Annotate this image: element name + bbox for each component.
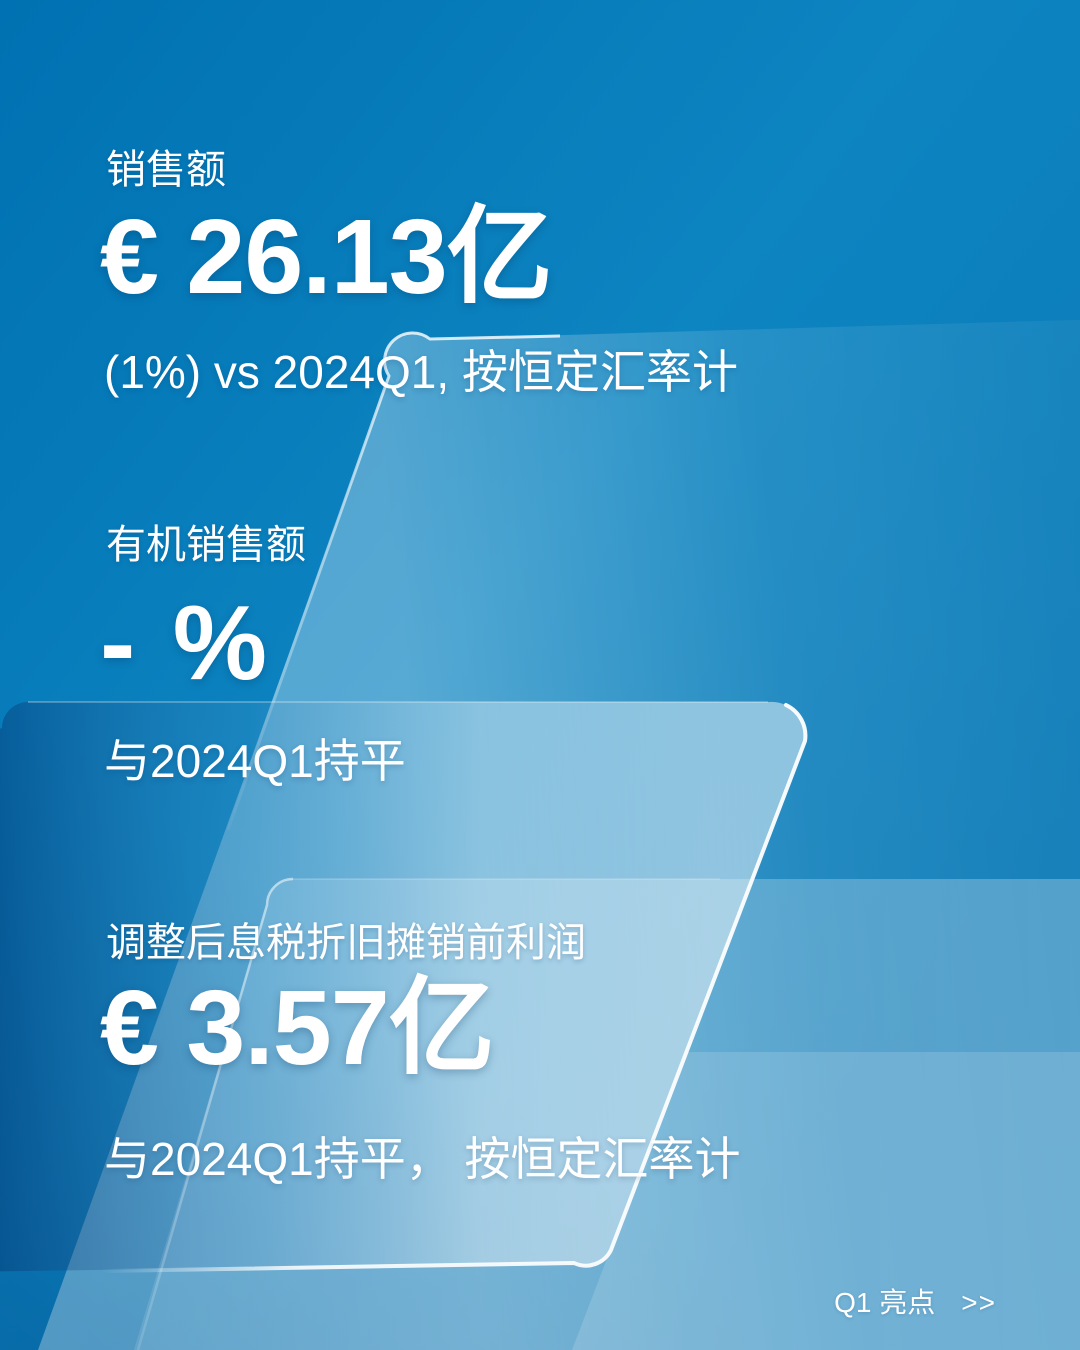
metric-sales-label: 销售额 bbox=[106, 148, 226, 192]
glass-panel-top-edge-highlight bbox=[226, 331, 561, 831]
metric-sales-value: € 26.13亿 bbox=[100, 198, 553, 316]
glass-panel-bottom-edge-highlight bbox=[136, 877, 294, 1350]
metric-adjusted-ebitda-label: 调整后息税折旧摊销前利润 bbox=[106, 921, 586, 965]
metric-organic-sales-note: 与2024Q1持平 bbox=[104, 735, 406, 787]
glass-panel-middle-bright-edge bbox=[103, 703, 808, 1273]
metric-adjusted-ebitda-note: 与2024Q1持平， 按恒定汇率计 bbox=[104, 1133, 741, 1185]
metric-organic-sales-label: 有机销售额 bbox=[106, 523, 306, 567]
metric-organic-sales-value: - % bbox=[100, 584, 267, 702]
q1-highlights-link[interactable]: Q1 亮点 >> bbox=[834, 1286, 996, 1320]
q1-highlights-link-label: Q1 亮点 bbox=[834, 1287, 936, 1318]
double-chevron-right-icon: >> bbox=[961, 1287, 996, 1318]
metric-sales-note: (1%) vs 2024Q1, 按恒定汇率计 bbox=[104, 346, 738, 398]
metric-adjusted-ebitda-value: € 3.57亿 bbox=[100, 969, 495, 1087]
glass-panel-bottom-right bbox=[572, 1052, 1080, 1350]
glass-panel-bottom bbox=[134, 879, 1080, 1350]
